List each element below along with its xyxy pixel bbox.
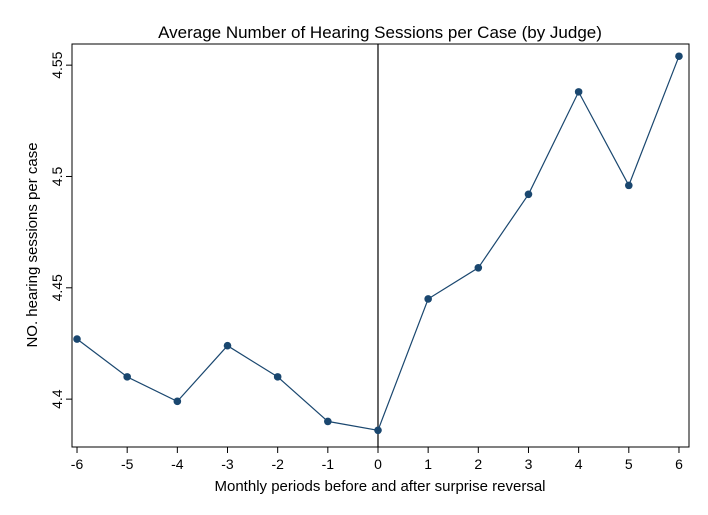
y-tick-label: 4.45	[49, 274, 65, 301]
data-point	[574, 88, 583, 96]
data-point	[474, 263, 483, 272]
chart-title: Average Number of Hearing Sessions per C…	[158, 23, 602, 42]
data-point	[223, 341, 232, 350]
plot-frame	[71, 43, 690, 448]
x-tick-label: -2	[271, 456, 284, 472]
data-point	[123, 373, 131, 381]
x-tick-label: -3	[221, 456, 234, 472]
data-point	[324, 417, 332, 426]
data-point	[524, 190, 533, 199]
x-tick-label: -4	[171, 456, 184, 472]
data-point	[625, 181, 633, 190]
x-tick-label: -5	[121, 456, 134, 472]
x-tick-label: -1	[322, 456, 335, 472]
x-tick-label: 1	[424, 456, 432, 472]
data-point	[424, 295, 432, 303]
data-point	[73, 335, 81, 343]
y-tick-label: 4.4	[49, 389, 65, 409]
y-tick-label: 4.5	[49, 167, 65, 187]
x-tick-label: 4	[575, 456, 583, 472]
x-tick-label: -6	[71, 456, 84, 472]
data-point	[374, 426, 382, 435]
y-tick-label: 4.55	[49, 51, 65, 78]
data-point	[173, 397, 182, 406]
y-axis: 4.4 4.45 4.5 4.55	[49, 51, 72, 409]
x-tick-label: 5	[625, 456, 633, 472]
y-axis-label: NO. hearing sessions per case	[24, 142, 41, 347]
data-point	[675, 52, 683, 61]
x-tick-label: 0	[374, 456, 382, 472]
x-tick-label: 2	[474, 456, 482, 472]
x-tick-label: 6	[675, 456, 683, 472]
x-tick-label: 3	[525, 456, 533, 472]
x-axis-label: Monthly periods before and after surpris…	[215, 478, 546, 495]
x-axis: -6 -5 -4 -3 -2 -1 0 1 2 3 4 5 6	[71, 447, 683, 472]
data-point	[273, 373, 282, 381]
data-points	[73, 52, 683, 435]
